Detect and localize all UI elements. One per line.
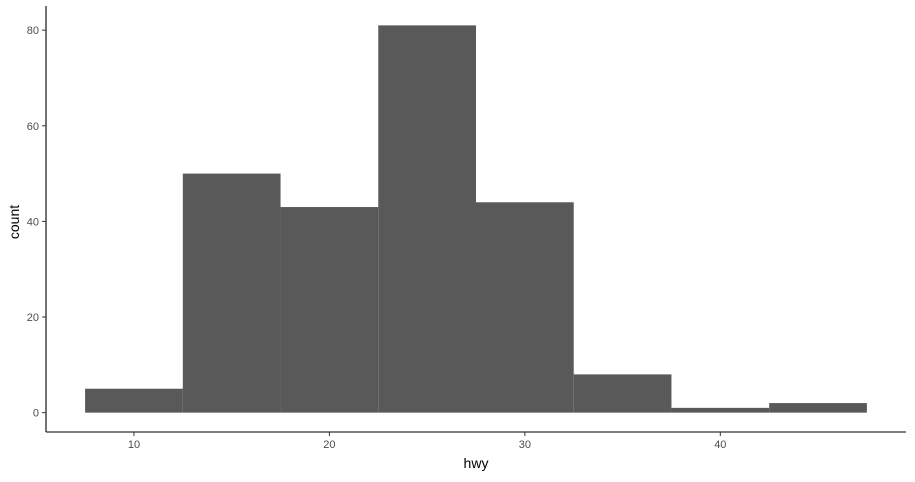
- histogram-bar-3: [378, 25, 476, 413]
- histogram-bar-1: [182, 173, 281, 413]
- histogram-bar-4: [476, 202, 574, 413]
- y-tick-label-2: 40: [27, 216, 39, 228]
- histogram-bar-5: [573, 374, 672, 413]
- x-tick-label-3: 40: [714, 439, 726, 451]
- y-axis-label: count: [6, 205, 22, 239]
- histogram-bar-7: [769, 403, 867, 413]
- histogram-bar-6: [671, 407, 770, 413]
- x-tick-label-2: 30: [519, 439, 531, 451]
- bars: [85, 25, 867, 413]
- x-tick-label-1: 20: [323, 439, 335, 451]
- y-tick-label-0: 0: [33, 408, 39, 420]
- histogram-bar-0: [85, 388, 183, 413]
- x-tick-label-0: 10: [128, 439, 140, 451]
- y-tick-label-4: 80: [27, 25, 39, 37]
- axes: 0 20 40 60 80 10 20 30 40: [27, 6, 906, 451]
- y-tick-label-3: 60: [27, 121, 39, 133]
- x-axis-label: hwy: [464, 455, 489, 471]
- y-tick-label-1: 20: [27, 312, 39, 324]
- histogram-bar-2: [280, 207, 379, 413]
